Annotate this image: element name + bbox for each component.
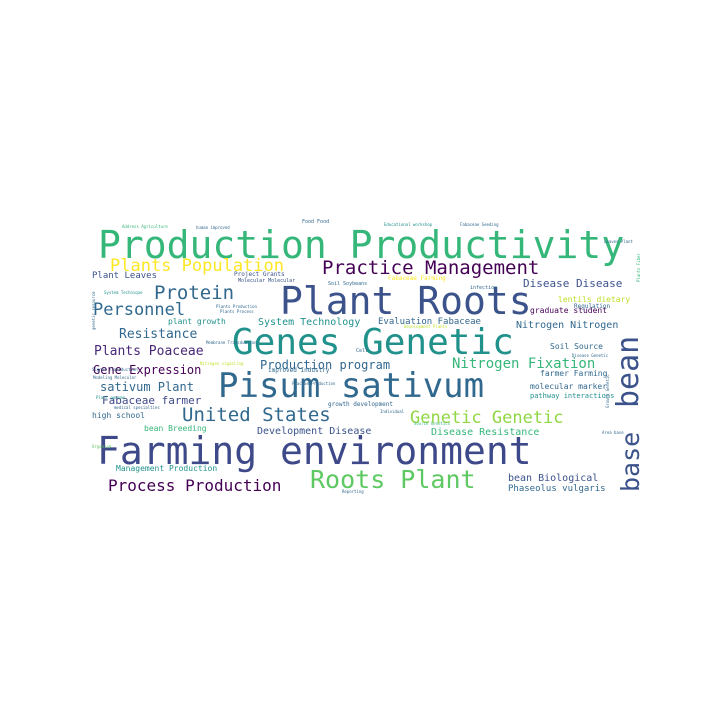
word-plants-production: Plants Production	[216, 304, 257, 309]
word-soil-source: Soil Source	[550, 342, 603, 351]
word-farming-environment: Farming environment	[97, 429, 532, 473]
word-modeling-molecular: Modeling Molecular	[93, 375, 137, 380]
word-growth-genetic: Growth Genetic	[605, 374, 610, 408]
word-disease-genetic: Disease Genetic	[572, 353, 609, 358]
word-cell: Cell	[356, 348, 369, 354]
word-address-agriculture: Address Agriculture	[122, 224, 168, 229]
word-human-improved: human improved	[196, 225, 230, 230]
word-graduate-student: graduate student	[530, 306, 608, 315]
word-organism: Organism	[92, 444, 112, 449]
word-genes-genetic: Genes Genetic	[232, 322, 514, 363]
word-cloud: Production Productivity Plant Roots Gene…	[88, 212, 646, 496]
word-management-production: Management Production	[116, 464, 218, 473]
word-resistance: Resistance	[119, 327, 198, 342]
word-system-technique: System Technique	[104, 290, 143, 295]
word-practice-management: Practice Management	[322, 257, 540, 279]
word-medical-specialties: medical specialties	[114, 405, 160, 410]
word-bean-biological: bean Biological	[508, 473, 599, 484]
word-membrane-transduction: Membrane Transduction	[206, 340, 257, 345]
word-nitrogen-nitrogen: Nitrogen Nitrogen	[516, 320, 619, 331]
word-plants-fiber: Plants Fiber	[636, 253, 641, 282]
word-project-grants: Project Grants	[234, 271, 285, 278]
word-educational-workshop: Educational workshop	[384, 222, 433, 227]
word-poaceae-production: Poaceae Production	[292, 381, 336, 386]
word-bean-breeding: bean Breeding	[144, 424, 207, 433]
word-plant-genome: Plant genome	[96, 395, 125, 400]
word-signal-transduction: Signal Transduction	[92, 367, 138, 372]
word-united-states: United States	[182, 404, 331, 426]
word-genetic-genetic: Genetic Genetic	[410, 408, 564, 428]
word-plants-process: Plants Process	[220, 309, 254, 314]
word-genetic-resource: genetic resource	[91, 291, 96, 330]
word-plant-roots: Plant Roots	[280, 279, 532, 323]
word-protein: Protein	[154, 282, 235, 304]
word-fabaceae-seeding: Fabaceae Seeding	[460, 222, 499, 227]
word-plants-poaceae: Plants Poaceae	[94, 344, 204, 359]
word-disease-resistance: Disease Resistance	[431, 427, 540, 438]
word-improved-industry: improved Industry	[268, 367, 330, 374]
word-reporting: Reporting	[342, 489, 364, 494]
word-development-disease: Development Disease	[257, 426, 372, 437]
word-regulation: Regulation	[574, 303, 611, 310]
word-personnel: Personnel	[93, 300, 186, 320]
word-high-school: high school	[92, 411, 145, 420]
word-plant-growth: plant growth	[168, 317, 226, 326]
word-production-productivity: Production Productivity	[98, 223, 625, 267]
word-lentils-dietary: lentils dietary	[558, 295, 631, 304]
word-food-food: Food Food	[302, 219, 330, 225]
word-system-technology: System Technology	[258, 317, 361, 328]
word-gene-expression: Gene Expression	[93, 363, 202, 377]
word-phaseolus-vulgaris: Phaseolus vulgaris	[508, 484, 606, 494]
word-farmer-farming: farmer Farming	[540, 369, 608, 378]
word-nitrogen-signaling: Nitrogen signaling	[200, 361, 244, 366]
word-plant-leaves: Plant Leaves	[92, 271, 158, 281]
word-roots-plant: Roots Plant	[310, 465, 476, 494]
word-process-production: Process Production	[108, 476, 282, 495]
word-fabaceae-farming: Fabaceae Farming	[388, 275, 446, 282]
word-base: base	[616, 431, 645, 492]
word-source-genetics: Source Genetics	[414, 421, 451, 426]
word-molecular-marker: molecular marker	[530, 382, 608, 391]
word-pathway-interactions: pathway interactions	[530, 392, 615, 400]
word-infection: infection	[470, 285, 498, 291]
word-pisum-sativum: Pisum sativum	[218, 366, 485, 406]
word-leaves-plant: Leaves Plant	[604, 239, 633, 244]
word-growth-development: growth development	[328, 401, 394, 408]
word-production-program: Production program	[260, 358, 391, 372]
word-disease-disease: Disease Disease	[523, 277, 623, 290]
word-individual: Individual	[380, 409, 405, 414]
word-area-base: Area base	[602, 430, 624, 435]
word-soil-soybeans: Soil Soybeans	[328, 281, 368, 287]
word-evaluation-fabaceae: Evaluation Fabaceae	[378, 317, 481, 327]
word-molecular-molecular: Molecular Molecular	[238, 278, 296, 284]
word-bean: bean	[611, 335, 646, 408]
word-fabaceae-farmer: Fabaceae farmer	[102, 394, 202, 407]
word-nitrogen-fixation: Nitrogen Fixation	[452, 356, 596, 372]
word-sativum-plant: sativum Plant	[100, 380, 194, 394]
word-development-plants: Development Plants	[404, 324, 448, 329]
word-plants-population: Plants Population	[110, 256, 284, 276]
